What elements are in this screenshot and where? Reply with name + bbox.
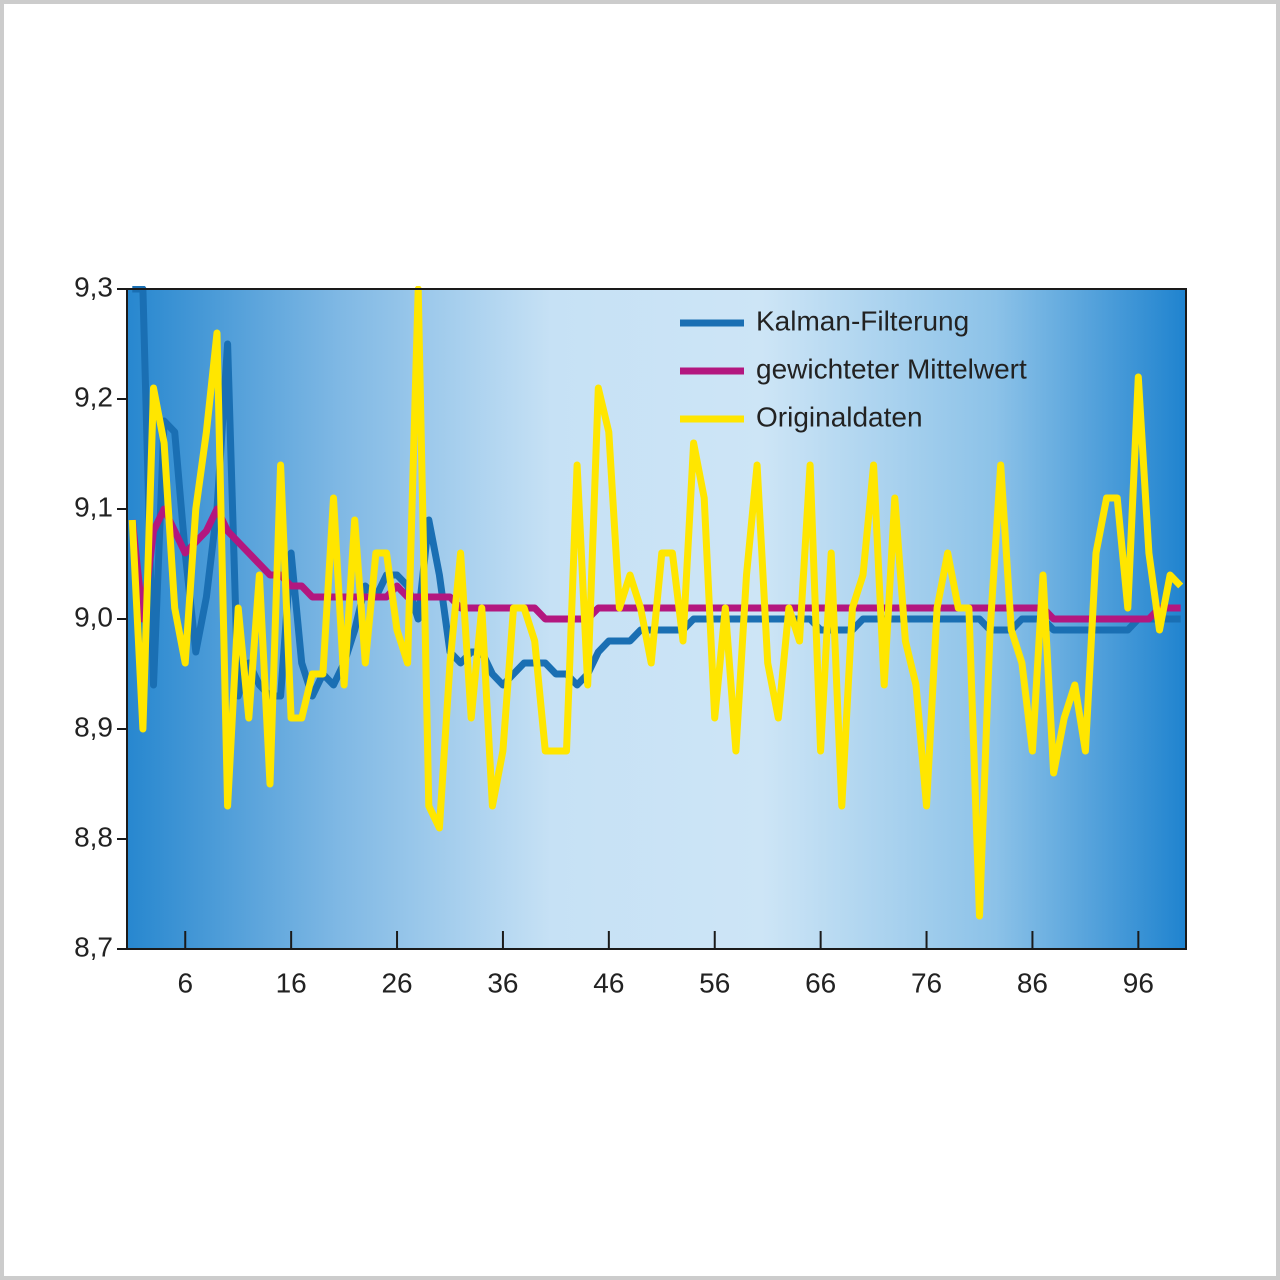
- legend-label: Kalman-Filterung: [756, 305, 969, 336]
- x-tick-label: 76: [911, 967, 942, 998]
- y-tick-label: 8,7: [74, 931, 113, 962]
- y-tick-label: 8,9: [74, 711, 113, 742]
- x-tick-label: 96: [1123, 967, 1154, 998]
- x-tick-label: 86: [1017, 967, 1048, 998]
- legend-label: Originaldaten: [756, 401, 923, 432]
- y-tick-label: 9,1: [74, 491, 113, 522]
- x-tick-label: 56: [699, 967, 730, 998]
- x-tick-label: 66: [805, 967, 836, 998]
- x-tick-label: 6: [177, 967, 193, 998]
- x-tick-label: 46: [593, 967, 624, 998]
- series-line: [128, 286, 1184, 920]
- x-tick-label: 16: [276, 967, 307, 998]
- legend-label: gewichteter Mittelwert: [756, 353, 1027, 384]
- y-tick-label: 8,8: [74, 821, 113, 852]
- y-tick-label: 9,3: [74, 271, 113, 302]
- x-tick-label: 26: [381, 967, 412, 998]
- x-tick-label: 36: [487, 967, 518, 998]
- y-tick-label: 9,2: [74, 381, 113, 412]
- y-tick-label: 9,0: [74, 601, 113, 632]
